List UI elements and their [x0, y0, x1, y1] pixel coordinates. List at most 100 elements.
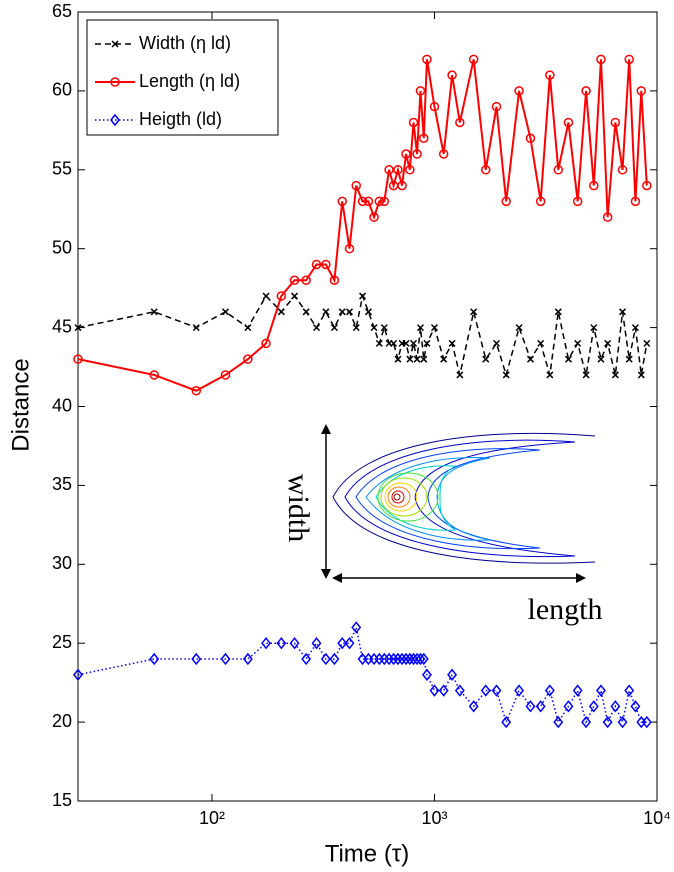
data-point: [412, 652, 423, 666]
data-point: [351, 180, 361, 191]
data-point: [73, 354, 83, 364]
data-point: [456, 371, 464, 379]
data-point: [392, 652, 403, 666]
annotation: width: [282, 474, 315, 542]
y-tick-label: 65: [52, 1, 72, 21]
data-point: [514, 86, 524, 96]
data-point: [220, 370, 231, 380]
data-point: [401, 652, 411, 666]
data-point: [514, 684, 525, 697]
data-point: [380, 324, 388, 332]
data-point: [321, 259, 331, 270]
data-point: [289, 636, 300, 650]
data-point: [261, 636, 272, 650]
data-point: [370, 324, 378, 332]
data-point: [337, 196, 347, 207]
data-point: [221, 308, 230, 316]
data-point: [406, 355, 414, 363]
legend-label: Length (η ld): [139, 71, 240, 91]
data-point: [374, 196, 385, 207]
data-point: [544, 684, 555, 697]
data-point: [192, 324, 200, 332]
data-point: [564, 355, 572, 363]
data-point: [470, 308, 478, 316]
data-point: [191, 652, 202, 666]
data-point: [419, 133, 429, 143]
y-tick-label: 50: [52, 237, 72, 257]
data-point: [423, 339, 431, 347]
data-point: [581, 86, 591, 96]
data-point: [581, 715, 592, 729]
data-point: [537, 339, 545, 347]
data-point: [418, 652, 429, 666]
data-point: [408, 652, 419, 666]
data-point: [553, 715, 564, 729]
data-point: [610, 117, 621, 128]
data-point: [582, 371, 590, 379]
data-point: [351, 621, 362, 634]
series-line: [77, 624, 647, 725]
data-point: [619, 308, 627, 316]
data-point: [535, 196, 546, 207]
data-point: [375, 339, 383, 347]
data-point: [73, 668, 83, 681]
data-point: [641, 715, 652, 729]
data-point: [440, 355, 448, 363]
data-point: [302, 308, 310, 316]
y-tick-label: 25: [52, 632, 72, 652]
data-point: [276, 291, 287, 301]
data-point: [345, 308, 354, 316]
data-point: [388, 652, 399, 666]
data-point: [242, 652, 253, 666]
inset-diagram: [321, 424, 596, 583]
data-point: [329, 275, 340, 286]
data-point: [596, 684, 606, 697]
data-point: [359, 292, 367, 300]
data-point: [415, 86, 426, 96]
data-point: [515, 324, 523, 332]
data-point: [311, 636, 322, 650]
data-point: [546, 371, 554, 379]
y-tick-label: 45: [52, 316, 72, 336]
data-point: [429, 101, 440, 112]
y-axis-label: Distance: [7, 358, 34, 451]
data-point: [301, 275, 311, 286]
data-point: [330, 324, 338, 332]
data-point: [397, 652, 408, 666]
legend-label: Heigth (ld): [139, 109, 222, 129]
data-point: [597, 355, 605, 363]
data-point: [402, 339, 410, 347]
data-point: [491, 101, 502, 112]
data-point: [404, 652, 415, 666]
data-point: [637, 371, 645, 379]
data-point: [421, 668, 432, 681]
data-point: [150, 308, 158, 316]
data-point: [525, 700, 536, 713]
data-point: [364, 308, 372, 316]
data-point: [554, 308, 562, 316]
data-point: [572, 196, 583, 207]
y-tick-label: 20: [52, 711, 72, 731]
data-point: [397, 180, 407, 191]
y-tick-label: 30: [52, 553, 72, 573]
y-tick-label: 15: [52, 790, 72, 810]
x-tick-label: 10⁴: [643, 808, 671, 828]
data-point: [320, 652, 331, 666]
data-point: [563, 117, 574, 128]
data-point: [338, 308, 346, 316]
data-point: [617, 165, 628, 175]
data-point: [481, 165, 491, 175]
data-point: [501, 715, 512, 729]
data-point: [357, 196, 368, 207]
data-point: [438, 149, 449, 159]
data-point: [588, 700, 599, 713]
data-point: [405, 165, 415, 175]
y-tick-label: 60: [52, 80, 72, 100]
data-point: [553, 165, 564, 175]
data-point: [363, 196, 374, 207]
data-point: [337, 636, 348, 650]
data-point: [545, 70, 555, 80]
data-point: [413, 355, 421, 363]
data-point: [149, 652, 160, 666]
data-point: [322, 308, 330, 316]
